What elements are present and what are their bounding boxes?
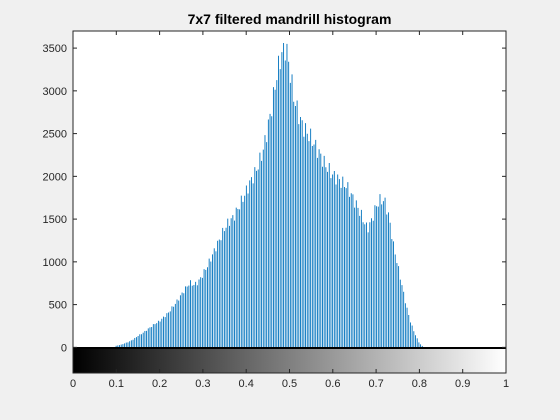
y-tick-label: 500 <box>49 300 67 312</box>
colorbar-gradient <box>73 347 506 373</box>
y-tick-label: 2500 <box>43 129 67 141</box>
x-axis-ticks: 0 0.1 0.2 0.3 0.4 0.5 0.6 0.7 0.8 0.9 1 <box>70 31 509 390</box>
axes-background <box>73 31 506 373</box>
y-axis-ticks: 0 500 1000 1500 2000 2500 3000 3500 <box>43 43 506 354</box>
histogram-bars <box>113 42 423 348</box>
x-tick-label: 0.7 <box>368 378 383 390</box>
x-tick-label: 0.6 <box>325 378 340 390</box>
x-tick-label: 0.9 <box>455 378 470 390</box>
x-tick-label: 0.3 <box>195 378 210 390</box>
x-tick-label: 0 <box>70 378 76 390</box>
y-tick-label: 3500 <box>43 43 67 55</box>
y-tick-label: 3000 <box>43 86 67 98</box>
x-tick-label: 1 <box>503 378 509 390</box>
x-tick-label: 0.1 <box>109 378 124 390</box>
chart-title: 7x7 filtered mandrill histogram <box>188 11 392 27</box>
x-tick-label: 0.5 <box>282 378 297 390</box>
x-tick-label: 0.8 <box>412 378 427 390</box>
y-tick-label: 1000 <box>43 257 67 269</box>
y-tick-label: 1500 <box>43 214 67 226</box>
x-tick-label: 0.2 <box>152 378 167 390</box>
y-tick-label: 2000 <box>43 171 67 183</box>
gray-colorbar <box>73 347 506 373</box>
x-tick-label: 0.4 <box>239 378 254 390</box>
y-tick-label: 0 <box>61 342 67 354</box>
